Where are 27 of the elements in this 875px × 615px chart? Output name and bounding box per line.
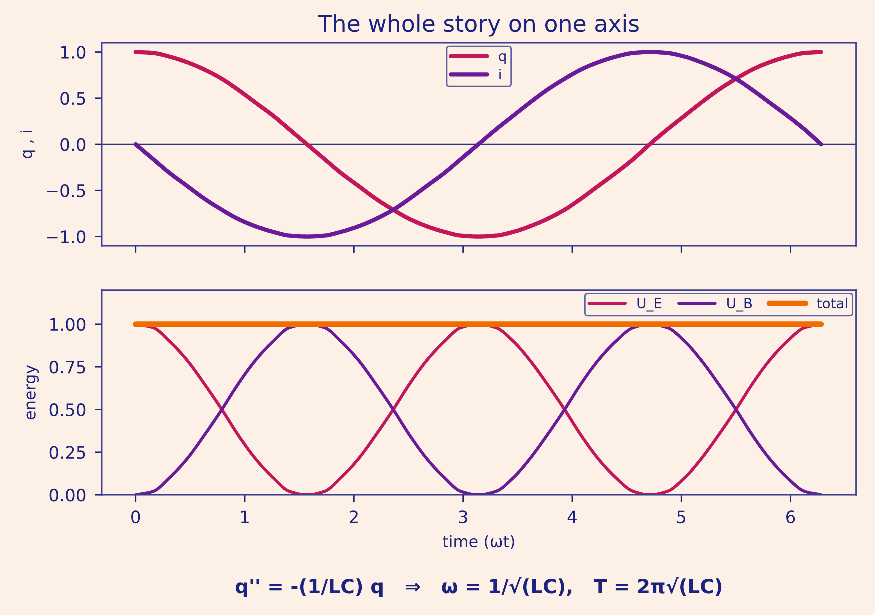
y-tick-label: 0.0: [60, 138, 86, 152]
legend-label: q: [499, 53, 506, 64]
x-tick-label: 3: [459, 510, 468, 524]
y-tick-label: 0.00: [50, 488, 86, 502]
legend-label: U_E: [638, 298, 662, 312]
y-tick-label: 0.5: [60, 92, 86, 106]
x-tick-label: 1: [241, 510, 249, 524]
y-axis-title: q , i: [20, 131, 36, 159]
y-tick-label: −1.0: [47, 230, 86, 244]
y-tick-label: 0.75: [50, 360, 86, 374]
chart-title: The whole story on one axis: [318, 14, 639, 37]
y-tick-label: 1.0: [61, 46, 86, 60]
legend-label: i: [500, 68, 501, 80]
x-axis-title: time (ωt): [442, 535, 514, 550]
y-tick-label: 0.50: [50, 404, 86, 416]
y-tick-label: 1.00: [50, 318, 86, 332]
text: q'' = -(1/LC) q ⇒ ω = 1/√(LC), T = 2π√(LC): [236, 577, 722, 598]
x-tick-label: 0: [132, 510, 140, 524]
y-tick-label: −0.5: [47, 184, 86, 198]
y-tick-label: 0.25: [50, 446, 86, 460]
legend-label: U_B: [728, 298, 752, 312]
legend-label: total: [817, 298, 848, 309]
x-tick-label: 6: [786, 510, 796, 524]
x-tick-label: 2: [350, 510, 358, 524]
x-tick-label: 4: [568, 510, 577, 524]
x-tick-label: 5: [678, 510, 686, 524]
y-axis-title: energy: [26, 365, 39, 420]
